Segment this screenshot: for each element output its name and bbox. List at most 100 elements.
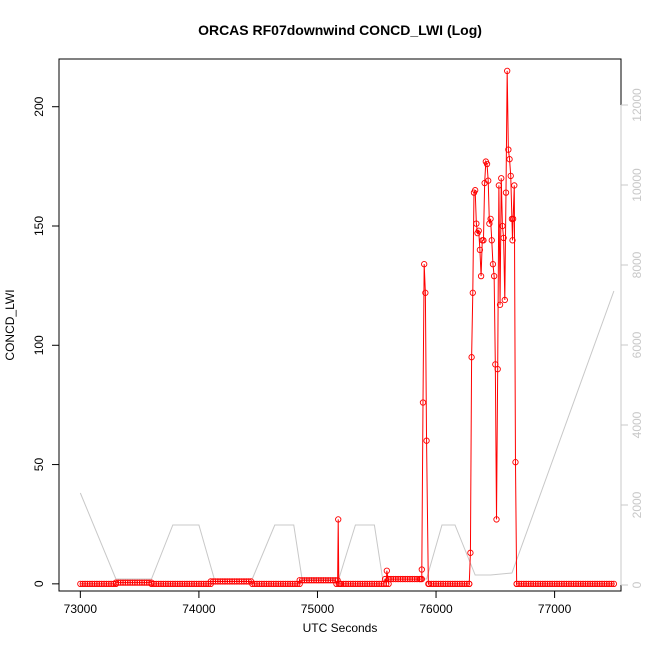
data-point — [236, 578, 243, 585]
data-point — [188, 580, 195, 587]
primary-series — [77, 67, 618, 587]
data-point — [390, 575, 397, 583]
data-point — [77, 580, 84, 587]
data-point — [570, 580, 577, 587]
data-point — [409, 575, 416, 583]
data-point — [527, 580, 535, 587]
data-point — [277, 580, 284, 587]
data-point — [103, 580, 110, 587]
y-tick-label: 100 — [32, 335, 46, 355]
data-point — [155, 580, 162, 587]
data-point — [258, 580, 265, 587]
data-point — [298, 577, 306, 584]
y2-tick-label: 8000 — [630, 251, 644, 278]
data-point — [256, 580, 263, 587]
data-point — [172, 580, 179, 587]
data-point — [359, 580, 366, 587]
data-point — [284, 580, 291, 587]
data-point — [219, 578, 226, 585]
data-point — [251, 580, 258, 587]
data-point — [496, 301, 504, 308]
data-point — [502, 189, 510, 196]
data-point — [385, 575, 392, 583]
data-point — [260, 580, 268, 587]
data-point — [357, 580, 364, 587]
data-point — [461, 580, 468, 587]
data-point — [176, 580, 184, 587]
data-point — [537, 580, 544, 587]
y-tick-label: 50 — [32, 458, 46, 472]
data-point — [352, 580, 359, 587]
secondary-series — [79, 290, 615, 580]
data-point — [153, 580, 160, 587]
y2-tick-label: 12000 — [630, 88, 644, 122]
data-point — [568, 580, 575, 587]
data-point — [228, 578, 236, 585]
data-point — [183, 580, 191, 587]
data-point — [418, 566, 425, 573]
data-point — [186, 580, 193, 587]
data-point — [162, 580, 169, 587]
y-axis-label: CONCD_LWI — [3, 289, 17, 360]
data-point — [591, 580, 599, 587]
data-point — [487, 215, 494, 222]
data-point — [169, 580, 176, 587]
y2-tick-label: 6000 — [630, 331, 644, 358]
data-point — [179, 580, 186, 587]
data-point — [366, 580, 373, 587]
data-point — [506, 156, 513, 163]
data-point — [313, 577, 320, 584]
data-point — [240, 578, 248, 585]
data-point — [296, 577, 303, 584]
data-point — [91, 580, 98, 587]
data-point — [402, 575, 409, 583]
data-point — [458, 580, 466, 587]
data-point — [494, 365, 501, 373]
y-tick-label: 200 — [32, 96, 46, 116]
data-point — [81, 580, 89, 587]
data-point — [501, 296, 508, 304]
data-point — [440, 580, 447, 587]
data-point — [505, 146, 512, 153]
data-point — [423, 437, 430, 444]
x-tick-label: 75000 — [301, 602, 335, 616]
data-point — [224, 578, 231, 585]
data-point — [469, 289, 476, 296]
data-point — [198, 580, 205, 587]
data-point — [317, 577, 325, 584]
y2-tick-label: 2000 — [630, 491, 644, 518]
data-point — [214, 578, 222, 585]
data-point — [421, 261, 428, 268]
data-point — [150, 580, 158, 587]
data-point — [560, 580, 568, 587]
data-point — [435, 580, 442, 587]
data-point — [553, 580, 561, 587]
data-point — [289, 580, 296, 587]
data-point — [406, 575, 414, 583]
data-point — [472, 187, 479, 194]
data-point — [117, 579, 124, 586]
x-tick-label: 77000 — [538, 602, 572, 616]
data-point — [364, 580, 371, 587]
data-point — [303, 577, 310, 584]
data-point — [249, 580, 256, 587]
primary-series-line — [80, 70, 614, 586]
data-point — [338, 580, 345, 587]
data-point — [347, 580, 354, 587]
data-point — [174, 580, 181, 587]
data-point — [122, 579, 129, 586]
data-point — [477, 272, 485, 280]
data-point — [475, 227, 482, 234]
data-point — [444, 580, 452, 587]
data-point — [432, 580, 440, 587]
y2-tick-label: 4000 — [630, 411, 644, 438]
data-point — [425, 580, 433, 587]
data-point — [520, 580, 527, 587]
data-point — [342, 580, 350, 587]
data-point — [582, 580, 589, 587]
data-point — [253, 580, 261, 587]
data-point — [354, 580, 361, 587]
data-point — [512, 459, 519, 466]
data-point — [495, 182, 503, 189]
data-point — [131, 579, 139, 586]
